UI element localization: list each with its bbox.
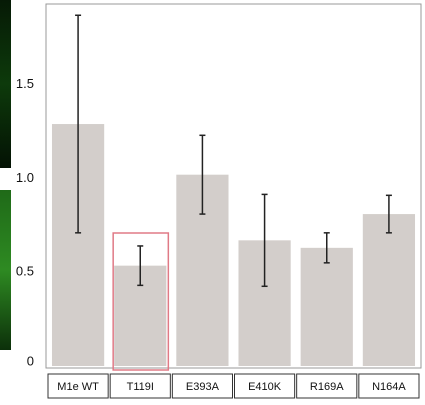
image-strip [0, 190, 11, 350]
x-tick-label: T119I [127, 381, 154, 393]
y-tick-label: 0.5 [16, 264, 34, 279]
x-tick-label: E410K [248, 381, 282, 393]
x-tick-label: R169A [310, 381, 344, 393]
chart: 0 0.5 1.0 1.5 M1e WT T119I E393A E410K R169A N164… [0, 0, 425, 400]
image-strip [0, 0, 11, 168]
bar [363, 214, 415, 366]
x-tick-label: M1e WT [57, 381, 99, 393]
bar [301, 248, 353, 366]
x-tick-label: E393A [186, 381, 220, 393]
y-tick-label: 1.5 [16, 76, 34, 91]
x-tick-label: N164A [372, 381, 406, 393]
y-tick-label: 0 [27, 353, 34, 368]
y-tick-label: 1.0 [16, 170, 34, 185]
